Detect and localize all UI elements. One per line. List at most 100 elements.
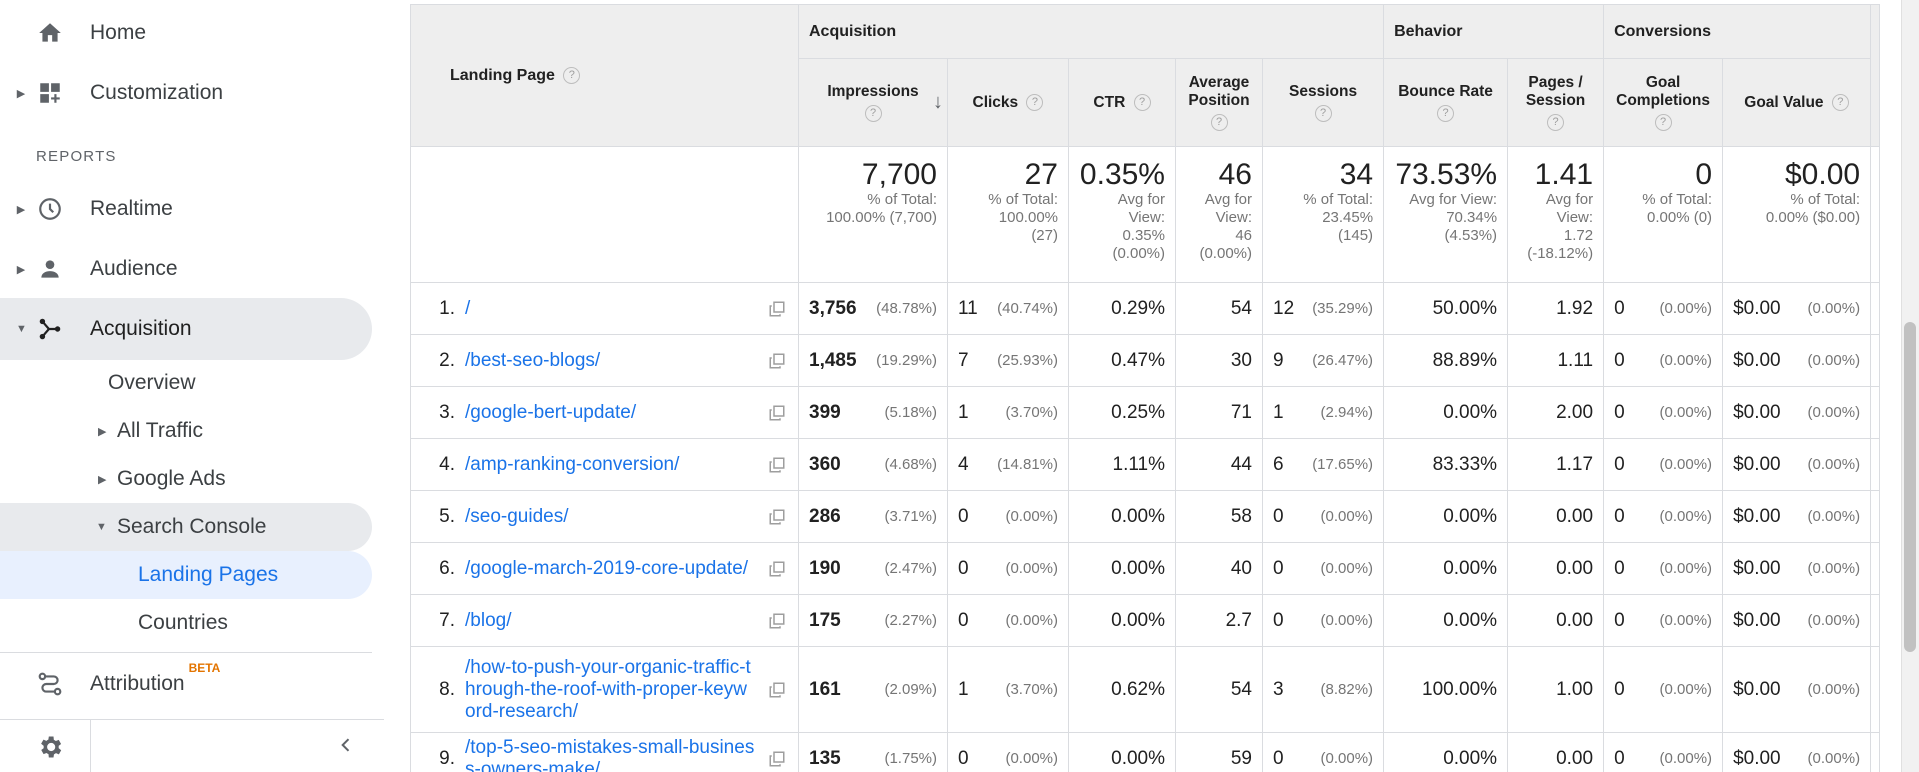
col-goal-completions[interactable]: Goal Completions ? — [1603, 58, 1724, 147]
nav-attribution[interactable]: AttributionBETA — [0, 652, 372, 714]
nav-audience[interactable]: ▶ Audience — [0, 238, 372, 300]
goal-value-pair: $0.00 (0.00%) — [1733, 350, 1860, 372]
nav-countries[interactable]: Countries — [0, 599, 372, 647]
landing-page-link[interactable]: /seo-guides/ — [465, 505, 569, 527]
open-in-new-icon[interactable] — [768, 612, 786, 630]
total-bounce-sub3: (4.53%) — [1444, 227, 1498, 244]
impressions-pct: (4.68%) — [884, 456, 937, 473]
goal-completions-value: 0 — [1614, 297, 1625, 319]
col-goal-value[interactable]: Goal Value ? — [1722, 58, 1872, 147]
col-goal-value-label: Goal Value — [1744, 93, 1824, 111]
open-in-new-icon[interactable] — [768, 456, 786, 474]
open-in-new-icon[interactable] — [768, 750, 786, 768]
impressions-cell: 360 (4.68%) — [798, 438, 948, 491]
nav-acquisition[interactable]: ▼ Acquisition — [0, 298, 372, 360]
goal-value-pair: $0.00 (0.00%) — [1733, 506, 1860, 528]
goal-completions-cell: 0 (0.00%) — [1603, 386, 1724, 439]
sort-desc-icon[interactable]: ↓ — [933, 91, 943, 113]
help-icon[interactable]: ? — [1210, 114, 1228, 131]
nav-overview-label: Overview — [108, 371, 196, 394]
help-icon[interactable]: ? — [1133, 93, 1151, 111]
bounce-rate-value: 0.00% — [1443, 747, 1498, 769]
nav-search-console[interactable]: ▼ Search Console — [0, 503, 372, 551]
goal-completions-value: 0 — [1614, 609, 1625, 631]
sessions-pair: 9 (26.47%) — [1273, 350, 1373, 372]
impressions-pair: 135 (1.75%) — [809, 748, 937, 770]
table-row: 3. /google-bert-update/399 (5.18%) 1 (3.70%)… — [410, 386, 1881, 439]
bounce-rate-value: 0.00% — [1443, 609, 1498, 631]
total-position-sub4: (0.00%) — [1199, 245, 1252, 262]
nav-landing-pages[interactable]: Landing Pages — [0, 551, 372, 599]
landing-page-link[interactable]: /amp-ranking-conversion/ — [465, 453, 680, 475]
open-in-new-icon[interactable] — [768, 404, 786, 422]
bounce-rate-value: 50.00% — [1432, 297, 1498, 319]
help-icon[interactable]: ? — [1314, 105, 1332, 122]
help-icon[interactable]: ? — [1437, 105, 1455, 122]
open-in-new-icon[interactable] — [768, 560, 786, 578]
open-in-new-icon[interactable] — [768, 681, 786, 699]
help-icon[interactable]: ? — [1547, 114, 1565, 131]
header-column-row: Impressions ? ↓ Clicks ? CTR ? Average P… — [411, 58, 1880, 147]
total-gv-value: $0.00 — [1785, 158, 1861, 191]
help-icon[interactable]: ? — [1831, 93, 1849, 111]
col-impressions[interactable]: Impressions ? ↓ — [798, 58, 948, 147]
goal-value-value: $0.00 — [1733, 678, 1781, 700]
impressions-value: 1,485 — [809, 349, 857, 371]
nav-realtime[interactable]: ▶ Realtime — [0, 178, 372, 240]
total-pages-session: 1.41 Avg for View: 1.72 (-18.12%) — [1507, 146, 1605, 283]
impressions-value: 135 — [809, 747, 841, 769]
landing-page-link[interactable]: /blog/ — [465, 609, 512, 631]
landing-page-link[interactable]: /how-to-push-your-organic-traffic-throug… — [465, 656, 751, 722]
open-in-new-icon[interactable] — [768, 300, 786, 318]
clicks-pct: (3.70%) — [1005, 404, 1058, 421]
sessions-pair: 0 (0.00%) — [1273, 558, 1373, 580]
collapse-sidebar-icon[interactable] — [332, 731, 360, 759]
goal-completions-cell: 0 (0.00%) — [1603, 594, 1724, 647]
sessions-value: 0 — [1273, 505, 1284, 527]
nav-realtime-label: Realtime — [90, 197, 173, 220]
help-icon[interactable]: ? — [1026, 93, 1044, 111]
col-landing-page[interactable]: Landing Page ? — [410, 4, 799, 147]
ctr-cell: 0.00% — [1068, 594, 1176, 647]
position-cell: 54 — [1175, 282, 1263, 335]
col-bounce-rate[interactable]: Bounce Rate ? — [1383, 58, 1509, 147]
open-in-new-icon[interactable] — [768, 508, 786, 526]
gear-icon[interactable] — [36, 733, 64, 761]
landing-page-link[interactable]: /google-march-2019-core-update/ — [465, 557, 749, 579]
landing-page-link[interactable]: /best-seo-blogs/ — [465, 349, 601, 371]
col-average-position[interactable]: Average Position ? — [1175, 58, 1263, 147]
total-pps-value: 1.41 — [1534, 158, 1594, 191]
ctr-cell: 0.29% — [1068, 282, 1176, 335]
scrollbar-thumb[interactable] — [1904, 322, 1916, 652]
scrollbar-track[interactable] — [1901, 0, 1919, 772]
nav-customization[interactable]: ▶ Customization — [0, 62, 372, 124]
col-pages-session[interactable]: Pages / Session ? — [1507, 58, 1605, 147]
col-ctr[interactable]: CTR ? — [1068, 58, 1176, 147]
help-icon[interactable]: ? — [864, 105, 882, 122]
nav-home-label: Home — [90, 21, 147, 44]
goal-value-cell: $0.00 (0.00%) — [1722, 490, 1872, 543]
landing-pages-table: Landing Page ? Acquisition Behavior Conv… — [410, 4, 1881, 772]
nav-google-ads-label: Google Ads — [117, 467, 226, 490]
nav-all-traffic[interactable]: ▶ All Traffic — [0, 407, 372, 455]
landing-page-link[interactable]: /top-5-seo-mistakes-small-business-owner… — [465, 736, 755, 772]
nav-home[interactable]: Home — [0, 2, 372, 64]
clicks-pair: 1 (3.70%) — [958, 679, 1058, 701]
nav-google-ads[interactable]: ▶ Google Ads — [0, 455, 372, 503]
sessions-cell: 3 (8.82%) — [1261, 646, 1385, 733]
landing-page-link[interactable]: /google-bert-update/ — [465, 401, 637, 423]
sessions-pct: (35.29%) — [1312, 300, 1374, 317]
col-sessions[interactable]: Sessions ? — [1261, 58, 1385, 147]
goal-completions-value: 0 — [1614, 505, 1625, 527]
clicks-pct: (40.74%) — [997, 300, 1058, 317]
clicks-pct: (25.93%) — [997, 352, 1058, 369]
nav-overview[interactable]: Overview — [0, 359, 372, 407]
help-icon[interactable]: ? — [563, 66, 581, 84]
total-gc-sub2: 0.00% (0) — [1647, 209, 1713, 226]
open-in-new-icon[interactable] — [768, 352, 786, 370]
landing-page-link[interactable]: / — [465, 297, 471, 319]
col-clicks[interactable]: Clicks ? — [947, 58, 1069, 147]
help-icon[interactable]: ? — [1654, 114, 1672, 131]
goal-completions-value: 0 — [1614, 747, 1625, 769]
row-index: 7. — [439, 609, 455, 631]
